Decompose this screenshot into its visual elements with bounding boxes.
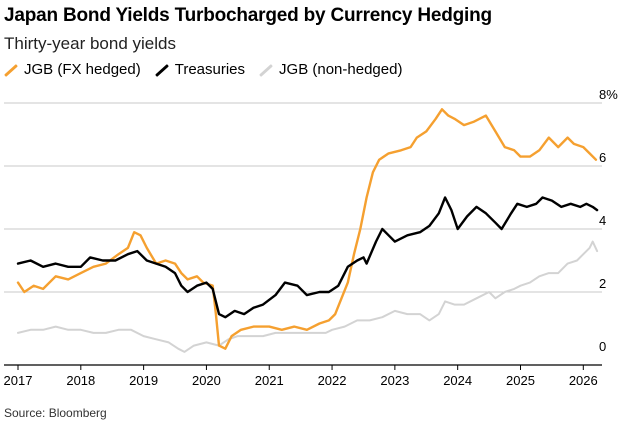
series-line-jgb-fx-hedged <box>16 108 598 350</box>
x-tick-label: 2019 <box>129 373 158 388</box>
x-tick-label: 2026 <box>569 373 598 388</box>
legend-label-jgb-nonhedged: JGB (non-hedged) <box>279 61 403 78</box>
y-tick-label: 0 <box>599 339 606 354</box>
legend-item-jgb-hedged: JGB (FX hedged) <box>4 61 141 78</box>
x-tick-label: 2021 <box>255 373 284 388</box>
series-line-treasuries <box>16 196 599 319</box>
chart-subtitle: Thirty-year bond yields <box>4 34 176 53</box>
series-lines <box>16 108 599 353</box>
x-tick-label: 2018 <box>66 373 95 388</box>
x-axis-ticks: 2017 2018 2019 2020 2021 2022 2023 2024 2025 2026 <box>4 365 598 388</box>
y-tick-label: 6 <box>599 150 606 165</box>
x-tick-label: 2022 <box>318 373 347 388</box>
legend: JGB (FX hedged) Treasuries JGB (non-hedg… <box>4 61 402 78</box>
grid-lines <box>4 102 602 293</box>
legend-item-jgb-nonhedged: JGB (non-hedged) <box>259 61 402 78</box>
legend-label-jgb-hedged: JGB (FX hedged) <box>24 61 141 78</box>
x-tick-label: 2017 <box>4 373 33 388</box>
y-tick-label: 4 <box>599 213 606 228</box>
x-tick-label: 2020 <box>192 373 221 388</box>
legend-item-treasuries: Treasuries <box>154 61 246 78</box>
series-line-jgb-non-hedged <box>17 240 599 353</box>
y-tick-label: 8% <box>599 87 618 102</box>
x-tick-label: 2023 <box>380 373 409 388</box>
x-tick-label: 2025 <box>506 373 535 388</box>
legend-label-treasuries: Treasuries <box>174 61 246 78</box>
y-tick-label: 2 <box>599 276 606 291</box>
x-tick-label: 2024 <box>443 373 472 388</box>
y-axis-ticks: 0 2 4 6 8% <box>599 87 618 354</box>
chart-title: Japan Bond Yields Turbocharged by Curren… <box>4 5 492 26</box>
source-note: Source: Bloomberg <box>4 406 107 420</box>
